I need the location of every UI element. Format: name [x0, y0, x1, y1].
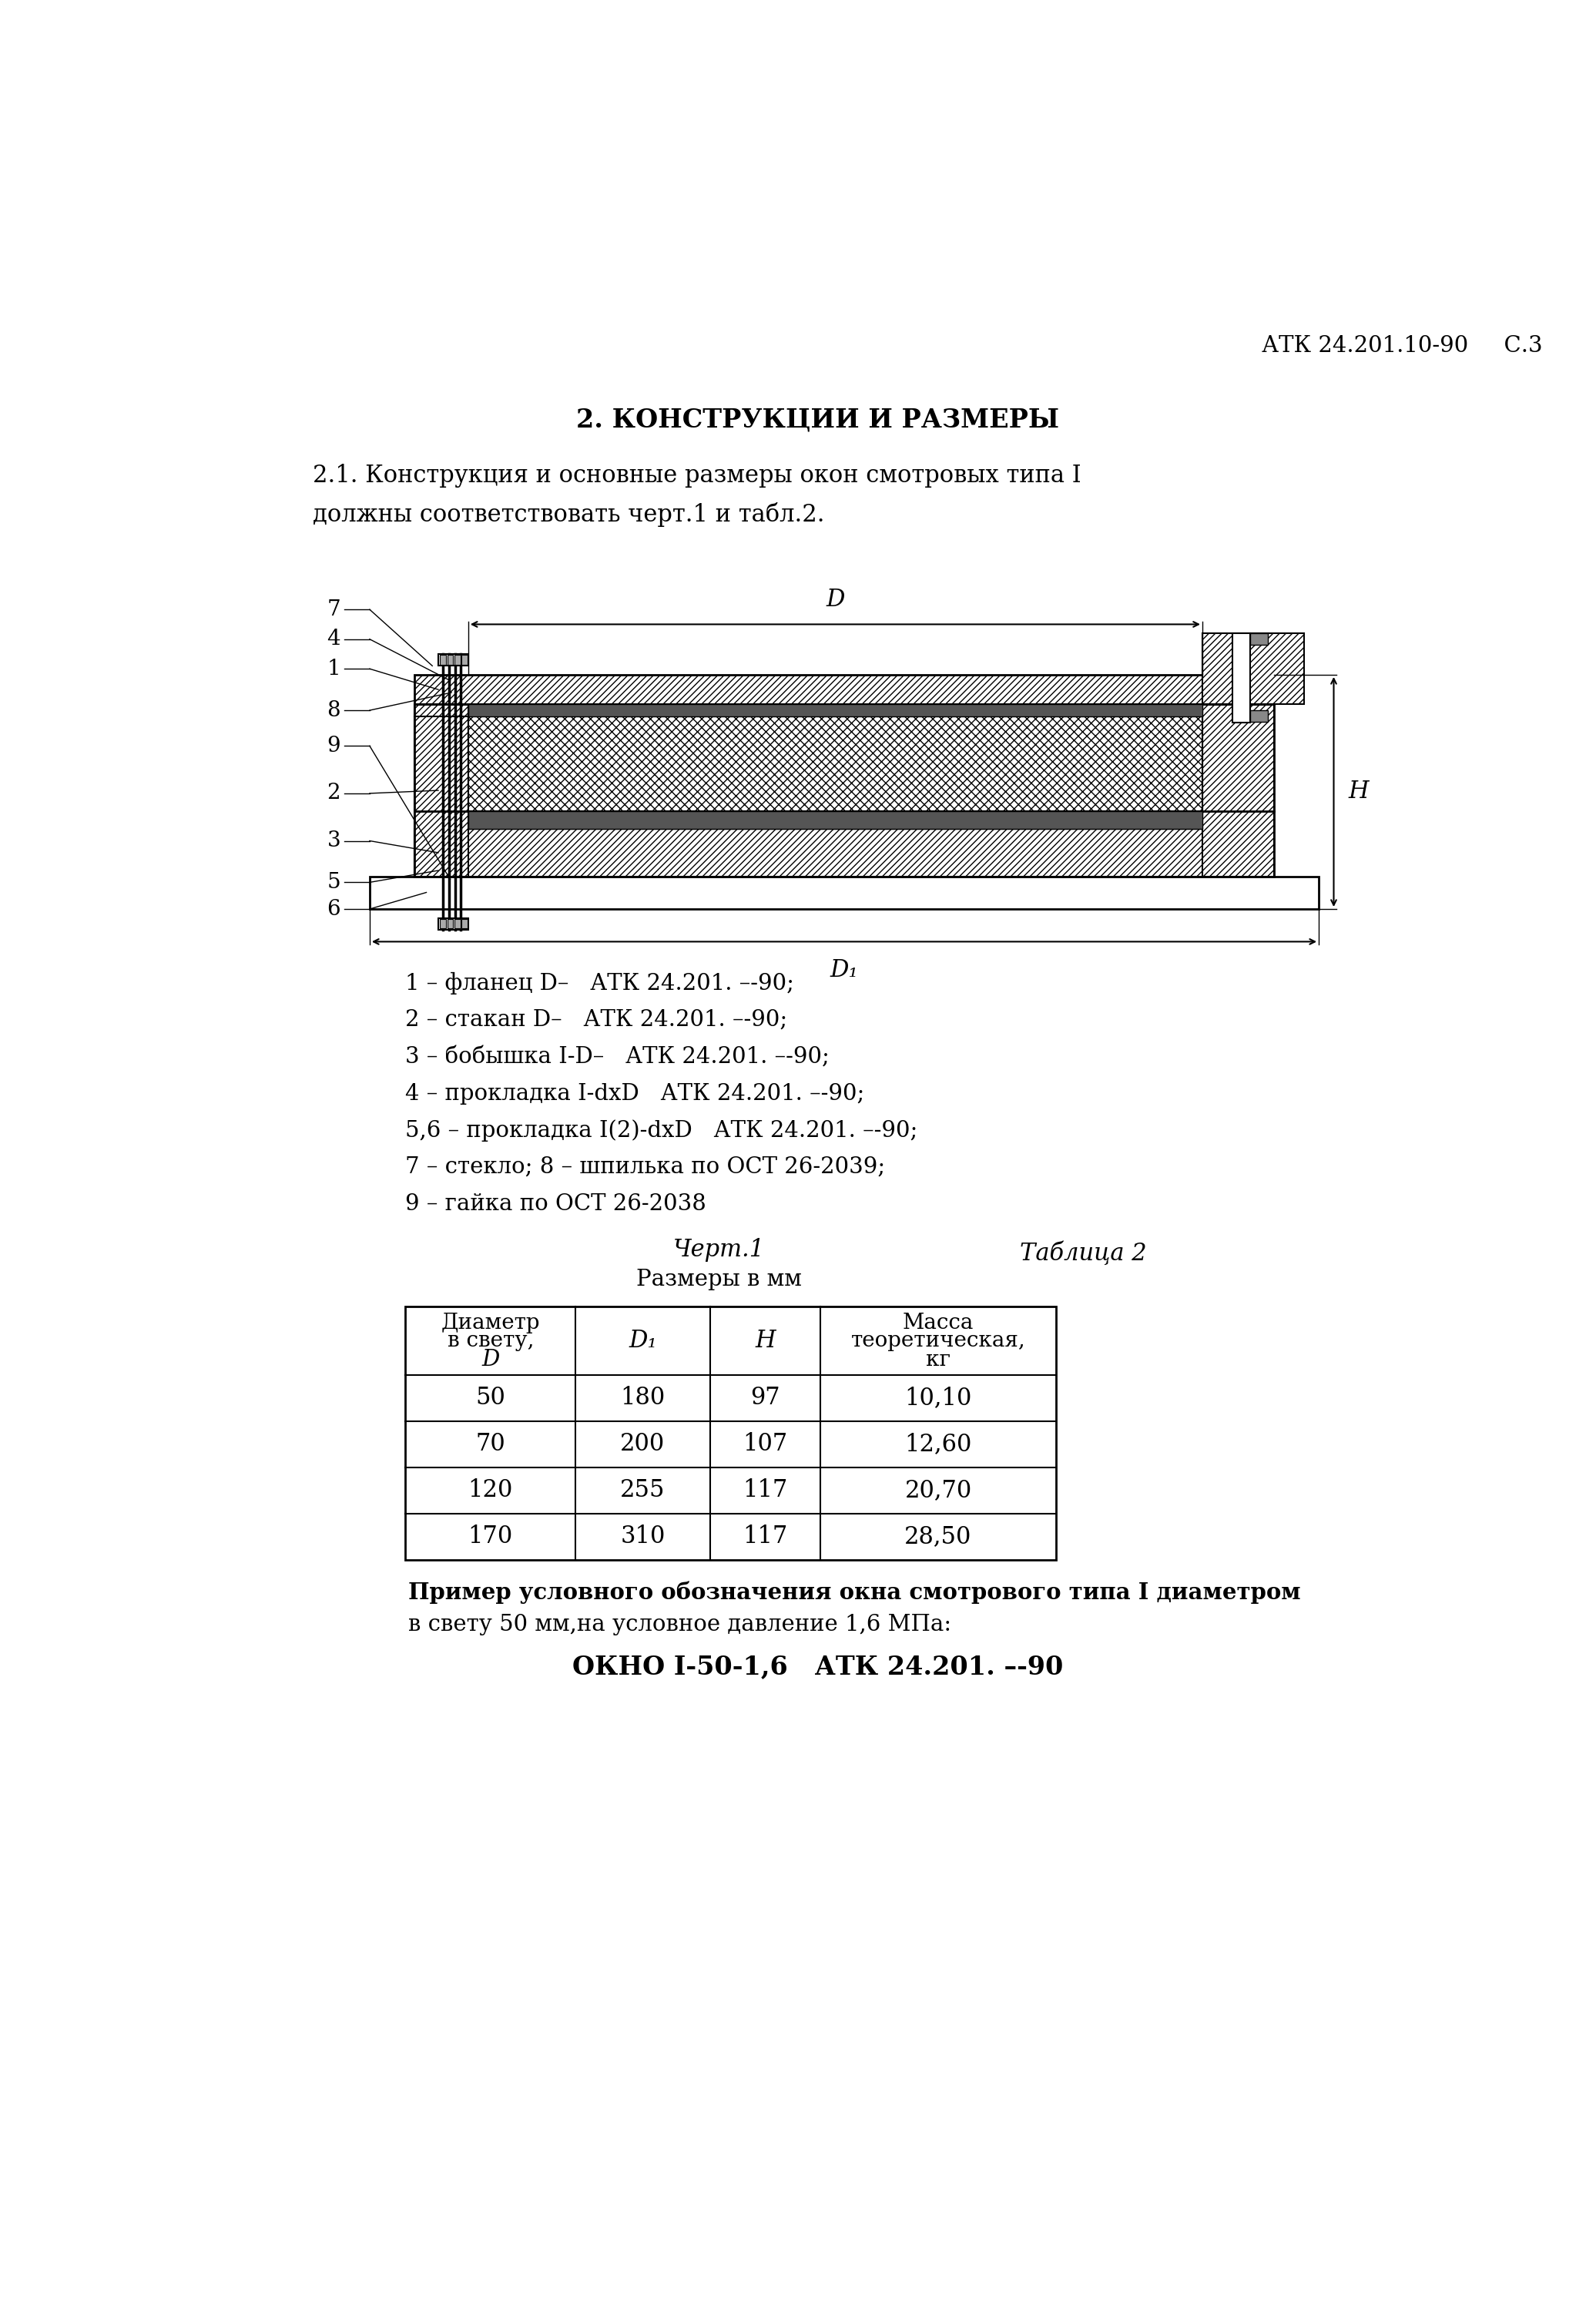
Bar — [455, 654, 460, 666]
Text: кг: кг — [926, 1350, 951, 1370]
Bar — [405, 1306, 1057, 1560]
Text: 50: 50 — [476, 1387, 506, 1410]
Bar — [447, 920, 453, 929]
Text: D: D — [482, 1350, 500, 1370]
Text: 1: 1 — [327, 659, 340, 679]
Text: должны соответствовать черт.1 и табл.2.: должны соответствовать черт.1 и табл.2. — [313, 501, 825, 527]
Text: 12,60: 12,60 — [905, 1433, 972, 1456]
Text: 4: 4 — [327, 629, 340, 649]
Text: 200: 200 — [621, 1433, 666, 1456]
Text: 117: 117 — [742, 1479, 787, 1502]
Text: АТК 24.201.10-90     С.3: АТК 24.201.10-90 С.3 — [1262, 335, 1543, 356]
Text: 170: 170 — [468, 1525, 512, 1548]
Bar — [439, 654, 468, 666]
Text: 2: 2 — [327, 783, 340, 804]
Bar — [415, 830, 1274, 876]
Bar — [1202, 633, 1304, 705]
Text: Пример условного обозначения окна смотрового типа I диаметром: Пример условного обозначения окна смотро… — [409, 1581, 1301, 1604]
Text: 6: 6 — [327, 899, 340, 920]
Bar — [1232, 633, 1250, 721]
Bar — [461, 920, 468, 929]
Bar — [468, 705, 1202, 716]
Text: 255: 255 — [621, 1479, 666, 1502]
Bar — [1202, 705, 1274, 876]
Text: 10,10: 10,10 — [905, 1387, 972, 1410]
Text: 9 – гайка по ОСТ 26-2038: 9 – гайка по ОСТ 26-2038 — [405, 1192, 707, 1216]
Text: 9: 9 — [327, 735, 340, 756]
Text: 1 – фланец D–   АТК 24.201. –-90;: 1 – фланец D– АТК 24.201. –-90; — [405, 973, 795, 994]
Text: H: H — [1349, 779, 1369, 804]
Bar — [468, 716, 1202, 811]
Text: Масса: Масса — [903, 1313, 974, 1333]
Text: 180: 180 — [621, 1387, 666, 1410]
Text: 7: 7 — [327, 599, 340, 619]
Text: в свету,: в свету, — [447, 1331, 533, 1352]
Text: в свету 50 мм,на условное давление 1,6 MПа:: в свету 50 мм,на условное давление 1,6 M… — [409, 1613, 951, 1636]
Text: 120: 120 — [468, 1479, 512, 1502]
Bar — [455, 920, 460, 929]
Bar — [447, 654, 453, 666]
Text: 2.1. Конструкция и основные размеры окон смотровых типа I: 2.1. Конструкция и основные размеры окон… — [313, 465, 1082, 488]
Bar — [439, 917, 468, 929]
Bar — [468, 811, 1202, 830]
Text: 5,6 – прокладка I(2)-dxD   АТК 24.201. –-90;: 5,6 – прокладка I(2)-dxD АТК 24.201. –-9… — [405, 1119, 918, 1142]
Text: Диаметр: Диаметр — [440, 1313, 539, 1333]
Text: 8: 8 — [327, 700, 340, 721]
Bar — [1250, 709, 1269, 721]
Bar — [306, 550, 1352, 941]
Text: 310: 310 — [621, 1525, 666, 1548]
Text: 2. КОНСТРУКЦИИ И РАЗМЕРЫ: 2. КОНСТРУКЦИИ И РАЗМЕРЫ — [576, 407, 1060, 432]
Text: 117: 117 — [742, 1525, 787, 1548]
Text: 70: 70 — [476, 1433, 506, 1456]
Text: D₁: D₁ — [830, 959, 859, 982]
Text: 107: 107 — [742, 1433, 787, 1456]
Text: H: H — [755, 1329, 776, 1352]
Bar — [440, 654, 445, 666]
Bar — [440, 920, 445, 929]
Bar — [370, 876, 1318, 908]
Text: 20,70: 20,70 — [905, 1479, 972, 1502]
Text: Таблица 2: Таблица 2 — [1020, 1241, 1146, 1264]
Bar — [1250, 633, 1269, 645]
Text: 3 – бобышка I-D–   АТК 24.201. –-90;: 3 – бобышка I-D– АТК 24.201. –-90; — [405, 1047, 830, 1068]
Text: 3: 3 — [327, 830, 340, 850]
Text: 5: 5 — [327, 871, 340, 892]
Text: D₁: D₁ — [629, 1329, 658, 1352]
Text: 4 – прокладка I-dxD   АТК 24.201. –-90;: 4 – прокладка I-dxD АТК 24.201. –-90; — [405, 1084, 865, 1105]
Text: 7 – стекло; 8 – шпилька по ОСТ 26-2039;: 7 – стекло; 8 – шпилька по ОСТ 26-2039; — [405, 1156, 886, 1179]
Text: Черт.1: Черт.1 — [674, 1239, 764, 1262]
Text: 97: 97 — [750, 1387, 780, 1410]
Text: 28,50: 28,50 — [905, 1525, 972, 1548]
Text: Размеры в мм: Размеры в мм — [637, 1269, 801, 1290]
Text: теоретическая,: теоретическая, — [851, 1331, 1026, 1352]
Bar — [415, 705, 468, 876]
Text: D: D — [825, 587, 844, 612]
Bar — [415, 675, 1274, 705]
Text: 2 – стакан D–   АТК 24.201. –-90;: 2 – стакан D– АТК 24.201. –-90; — [405, 1010, 788, 1031]
Text: ОКНО I-50-1,6   АТК 24.201. –-90: ОКНО I-50-1,6 АТК 24.201. –-90 — [573, 1655, 1063, 1680]
Bar — [461, 654, 468, 666]
